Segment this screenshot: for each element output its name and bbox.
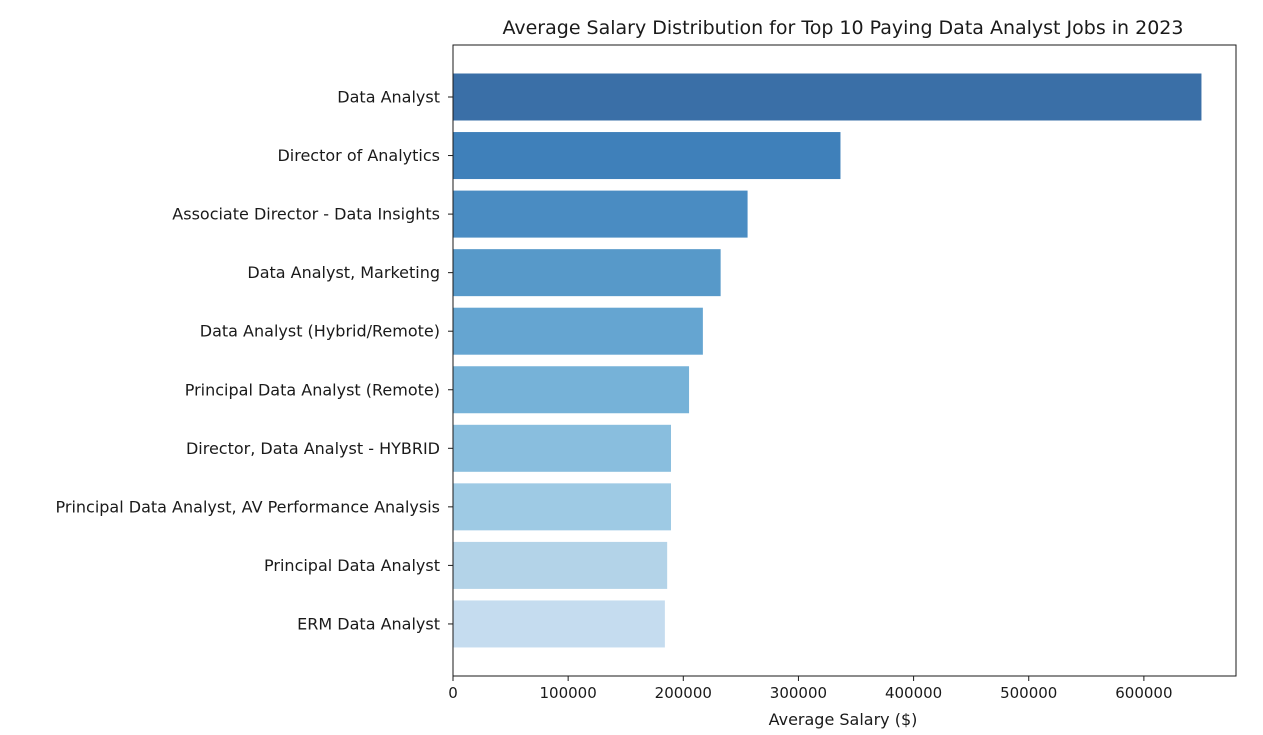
x-tick-label: 200000 <box>655 684 712 702</box>
category-label: Data Analyst, Marketing <box>247 263 440 282</box>
chart-title: Average Salary Distribution for Top 10 P… <box>502 17 1183 39</box>
bar <box>453 190 748 238</box>
category-label: Principal Data Analyst <box>264 556 440 575</box>
bar <box>453 541 668 589</box>
bar <box>453 483 671 531</box>
x-axis-ticks: 0 100000 200000 300000 400000 500000 600000 <box>448 676 1173 702</box>
category-label: Director of Analytics <box>277 146 440 165</box>
category-label: Principal Data Analyst (Remote) <box>185 380 440 399</box>
category-label: Associate Director - Data Insights <box>172 205 440 224</box>
x-tick-label: 0 <box>448 684 458 702</box>
bar <box>453 249 721 297</box>
plot-frame <box>452 44 1237 677</box>
category-label: Data Analyst <box>337 88 440 107</box>
bar <box>453 73 1202 121</box>
bar <box>453 424 671 472</box>
bar <box>453 600 665 648</box>
x-tick-label: 100000 <box>540 684 597 702</box>
bars-group <box>453 73 1202 648</box>
category-label: Principal Data Analyst, AV Performance A… <box>56 497 441 516</box>
category-labels: Data Analyst Director of Analytics Associa… <box>56 88 453 633</box>
bar <box>453 366 690 414</box>
bar <box>453 307 703 355</box>
category-label: ERM Data Analyst <box>297 614 440 633</box>
x-tick-label: 600000 <box>1115 684 1172 702</box>
x-axis-label: Average Salary ($) <box>769 710 918 729</box>
category-label: Director, Data Analyst - HYBRID <box>186 439 440 458</box>
category-label: Data Analyst (Hybrid/Remote) <box>200 322 440 341</box>
bar <box>453 132 841 180</box>
x-tick-label: 400000 <box>885 684 942 702</box>
x-tick-label: 500000 <box>1000 684 1057 702</box>
x-tick-label: 300000 <box>770 684 827 702</box>
